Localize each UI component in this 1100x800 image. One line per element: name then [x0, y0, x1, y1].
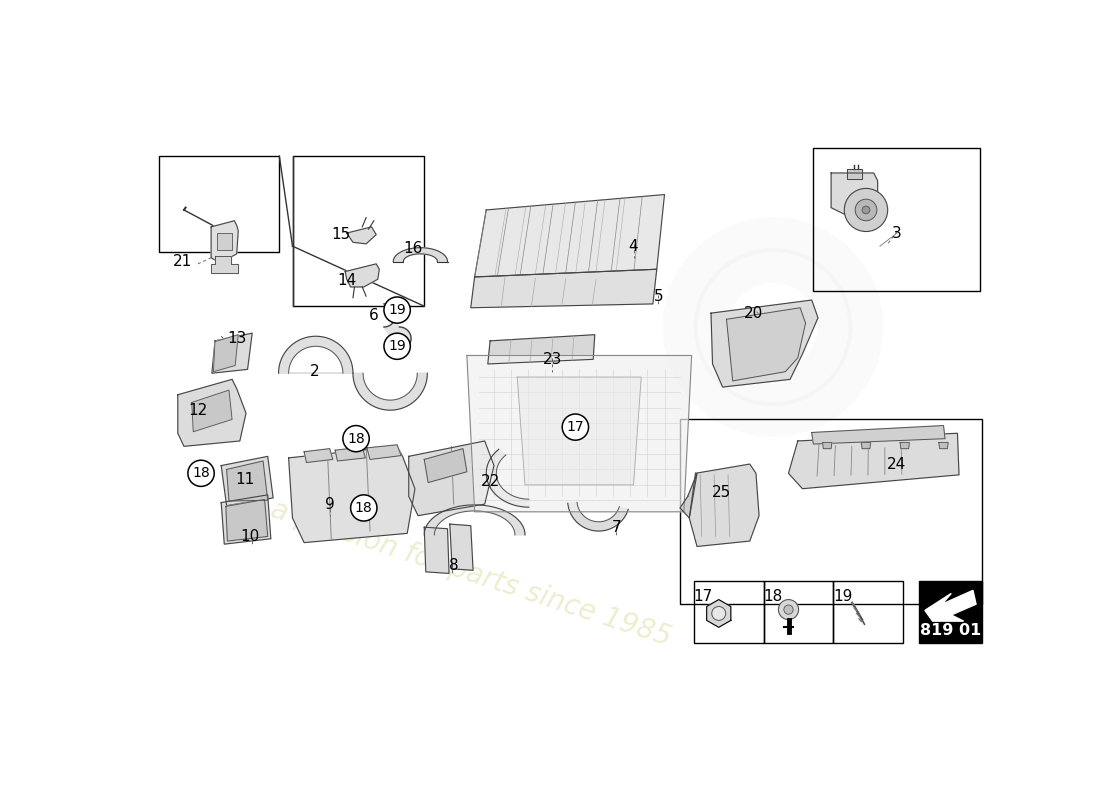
- Polygon shape: [925, 590, 976, 621]
- Text: a passion for parts since 1985: a passion for parts since 1985: [267, 495, 674, 651]
- Polygon shape: [346, 227, 376, 244]
- Polygon shape: [847, 169, 862, 179]
- Polygon shape: [471, 270, 657, 308]
- Polygon shape: [367, 445, 402, 459]
- Polygon shape: [211, 256, 239, 273]
- Polygon shape: [304, 449, 333, 462]
- Polygon shape: [288, 446, 415, 542]
- Text: 8: 8: [449, 558, 459, 573]
- Polygon shape: [227, 461, 267, 501]
- Polygon shape: [450, 524, 473, 570]
- Polygon shape: [466, 355, 692, 512]
- Polygon shape: [394, 248, 448, 262]
- Text: 13: 13: [227, 331, 246, 346]
- Polygon shape: [278, 336, 427, 410]
- Text: 4: 4: [629, 238, 638, 254]
- Text: 18: 18: [763, 589, 782, 604]
- Polygon shape: [517, 377, 641, 485]
- Text: 18: 18: [355, 501, 373, 515]
- Polygon shape: [812, 426, 945, 444]
- Bar: [813, 148, 980, 291]
- Polygon shape: [336, 447, 365, 461]
- Polygon shape: [425, 527, 449, 574]
- Bar: [763, 581, 834, 642]
- Text: 12: 12: [188, 402, 208, 418]
- Polygon shape: [425, 449, 466, 482]
- Text: 6: 6: [368, 308, 378, 323]
- Circle shape: [845, 189, 888, 231]
- Bar: [217, 233, 232, 250]
- Text: 14: 14: [337, 274, 356, 288]
- Polygon shape: [212, 333, 252, 373]
- Circle shape: [779, 599, 799, 619]
- Polygon shape: [487, 334, 595, 364]
- Text: 23: 23: [542, 352, 562, 367]
- Polygon shape: [178, 379, 246, 446]
- Circle shape: [343, 426, 370, 452]
- Polygon shape: [789, 434, 959, 489]
- Bar: [834, 581, 903, 642]
- Text: 19: 19: [833, 589, 853, 604]
- Polygon shape: [861, 442, 871, 449]
- Text: 15: 15: [331, 227, 350, 242]
- Text: 10: 10: [240, 529, 260, 544]
- Polygon shape: [690, 464, 759, 546]
- Bar: [293, 156, 425, 306]
- Polygon shape: [726, 308, 805, 381]
- Text: 16: 16: [403, 241, 422, 256]
- Bar: [680, 419, 982, 604]
- Polygon shape: [711, 300, 818, 387]
- Polygon shape: [832, 173, 878, 223]
- Text: 19: 19: [388, 303, 406, 317]
- Text: 5: 5: [653, 289, 663, 304]
- Polygon shape: [900, 442, 910, 449]
- Polygon shape: [191, 390, 232, 432]
- Text: 24: 24: [888, 457, 906, 471]
- Polygon shape: [409, 441, 494, 516]
- Circle shape: [188, 460, 214, 486]
- Text: 819 01: 819 01: [920, 623, 981, 638]
- Polygon shape: [226, 499, 267, 541]
- Bar: [694, 581, 763, 642]
- Polygon shape: [823, 442, 832, 449]
- Circle shape: [384, 297, 410, 323]
- Text: 11: 11: [234, 472, 254, 487]
- Text: 17: 17: [694, 589, 713, 604]
- Circle shape: [562, 414, 588, 440]
- Text: 22: 22: [481, 474, 499, 489]
- Text: 17: 17: [566, 420, 584, 434]
- Polygon shape: [680, 474, 697, 518]
- Polygon shape: [213, 334, 239, 372]
- Text: 21: 21: [173, 254, 192, 269]
- Text: 19: 19: [388, 339, 406, 354]
- Polygon shape: [939, 442, 948, 449]
- Circle shape: [351, 495, 377, 521]
- Polygon shape: [221, 495, 271, 544]
- Circle shape: [862, 206, 870, 214]
- Circle shape: [712, 606, 726, 620]
- Text: 18: 18: [192, 466, 210, 480]
- Bar: [918, 581, 982, 642]
- Circle shape: [784, 605, 793, 614]
- Polygon shape: [568, 502, 628, 531]
- Polygon shape: [345, 264, 379, 287]
- Polygon shape: [706, 599, 730, 627]
- Bar: [160, 156, 279, 252]
- Polygon shape: [211, 221, 239, 264]
- Text: 2: 2: [309, 364, 319, 379]
- Text: 18: 18: [348, 432, 365, 446]
- Circle shape: [855, 199, 877, 221]
- Polygon shape: [221, 456, 273, 506]
- Polygon shape: [384, 304, 411, 350]
- Text: 20: 20: [744, 306, 763, 321]
- Polygon shape: [486, 450, 529, 507]
- Polygon shape: [474, 194, 664, 277]
- Text: 7: 7: [612, 520, 621, 534]
- Text: 9: 9: [324, 497, 334, 512]
- Circle shape: [384, 333, 410, 359]
- Polygon shape: [425, 505, 525, 535]
- Text: 3: 3: [892, 226, 902, 241]
- Text: 25: 25: [712, 485, 732, 500]
